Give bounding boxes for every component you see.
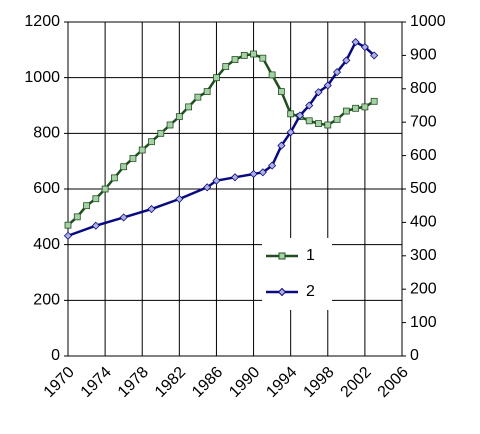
point-marker (110, 174, 118, 182)
y2-tick-label: 800 (410, 80, 437, 97)
point-marker (305, 117, 313, 125)
point-marker (230, 173, 240, 182)
point-marker (295, 111, 305, 120)
point-marker (361, 103, 369, 111)
y2-tick-label: 600 (410, 147, 437, 164)
y2-tick-label: 300 (410, 247, 437, 264)
point-marker (213, 74, 220, 82)
point-marker (323, 81, 332, 90)
point-marker (250, 50, 257, 58)
point-marker (370, 51, 379, 60)
point-marker (119, 213, 128, 222)
legend-marker (278, 252, 286, 260)
point-marker (342, 107, 350, 115)
y2-tick-label: 100 (410, 314, 437, 331)
legend-label: 1 (306, 247, 315, 264)
x-tick-label: 1990 (226, 364, 263, 401)
point-marker (315, 120, 322, 127)
x-tick-label: 2002 (338, 364, 375, 401)
point-marker (73, 213, 81, 221)
point-marker (157, 129, 165, 137)
point-marker (268, 71, 276, 79)
point-marker (305, 101, 314, 110)
point-marker (83, 202, 90, 210)
x-tick-label: 1998 (300, 364, 337, 401)
point-marker (249, 169, 258, 179)
y-tick-label: 400 (33, 236, 60, 253)
point-marker (120, 163, 128, 171)
point-marker (370, 97, 378, 105)
point-marker (175, 113, 183, 121)
point-marker (259, 54, 267, 62)
x-tick-label: 1982 (152, 364, 189, 401)
x-tick-label: 1978 (115, 364, 152, 401)
point-marker (185, 103, 193, 111)
series-line (67, 52, 375, 227)
y-tick-label: 1000 (24, 69, 60, 86)
point-marker (166, 121, 174, 129)
point-marker (351, 37, 360, 47)
x-tick-label: 1970 (41, 364, 78, 401)
legend-box (262, 238, 332, 310)
point-marker (194, 93, 202, 101)
point-marker (342, 56, 351, 65)
point-marker (203, 88, 211, 95)
y-tick-label: 0 (51, 347, 60, 364)
x-tick-label: 1974 (78, 364, 115, 401)
point-marker (203, 183, 212, 192)
point-marker (332, 68, 342, 77)
y2-tick-label: 500 (410, 180, 437, 197)
point-marker (212, 176, 221, 185)
x-tick-label: 1986 (189, 364, 226, 401)
point-marker (175, 194, 184, 204)
y2-tick-label: 700 (410, 113, 437, 130)
point-marker (92, 195, 100, 203)
point-marker (268, 161, 277, 170)
y-tick-label: 600 (33, 180, 60, 197)
point-marker (277, 88, 285, 95)
point-marker (101, 185, 109, 193)
y-tick-label: 1200 (24, 13, 60, 30)
point-marker (352, 104, 360, 112)
legend-marker (277, 287, 287, 297)
point-marker (129, 154, 137, 162)
point-marker (286, 128, 295, 137)
legend-label: 2 (306, 283, 315, 300)
point-marker (314, 88, 323, 97)
point-marker (63, 231, 73, 240)
point-marker (231, 56, 239, 63)
point-marker (277, 141, 286, 150)
point-marker (222, 63, 230, 70)
point-marker (324, 121, 332, 129)
y2-tick-label: 0 (410, 347, 419, 364)
point-marker (147, 204, 156, 214)
y2-tick-label: 900 (410, 47, 437, 64)
point-marker (258, 168, 267, 177)
point-marker (287, 110, 295, 118)
point-marker (91, 221, 100, 230)
point-marker (64, 221, 72, 229)
point-marker (240, 52, 248, 59)
x-tick-label: 1994 (263, 364, 300, 401)
point-marker (360, 42, 369, 52)
point-marker (148, 138, 155, 146)
series-line (67, 40, 376, 237)
point-marker (138, 146, 146, 154)
point-marker (333, 116, 341, 123)
y2-tick-label: 1000 (410, 13, 446, 30)
x-tick-label: 2006 (375, 364, 412, 401)
y-tick-label: 800 (33, 125, 60, 142)
y2-tick-label: 200 (410, 280, 437, 297)
y2-tick-label: 400 (410, 214, 437, 231)
y-tick-label: 200 (33, 292, 60, 309)
